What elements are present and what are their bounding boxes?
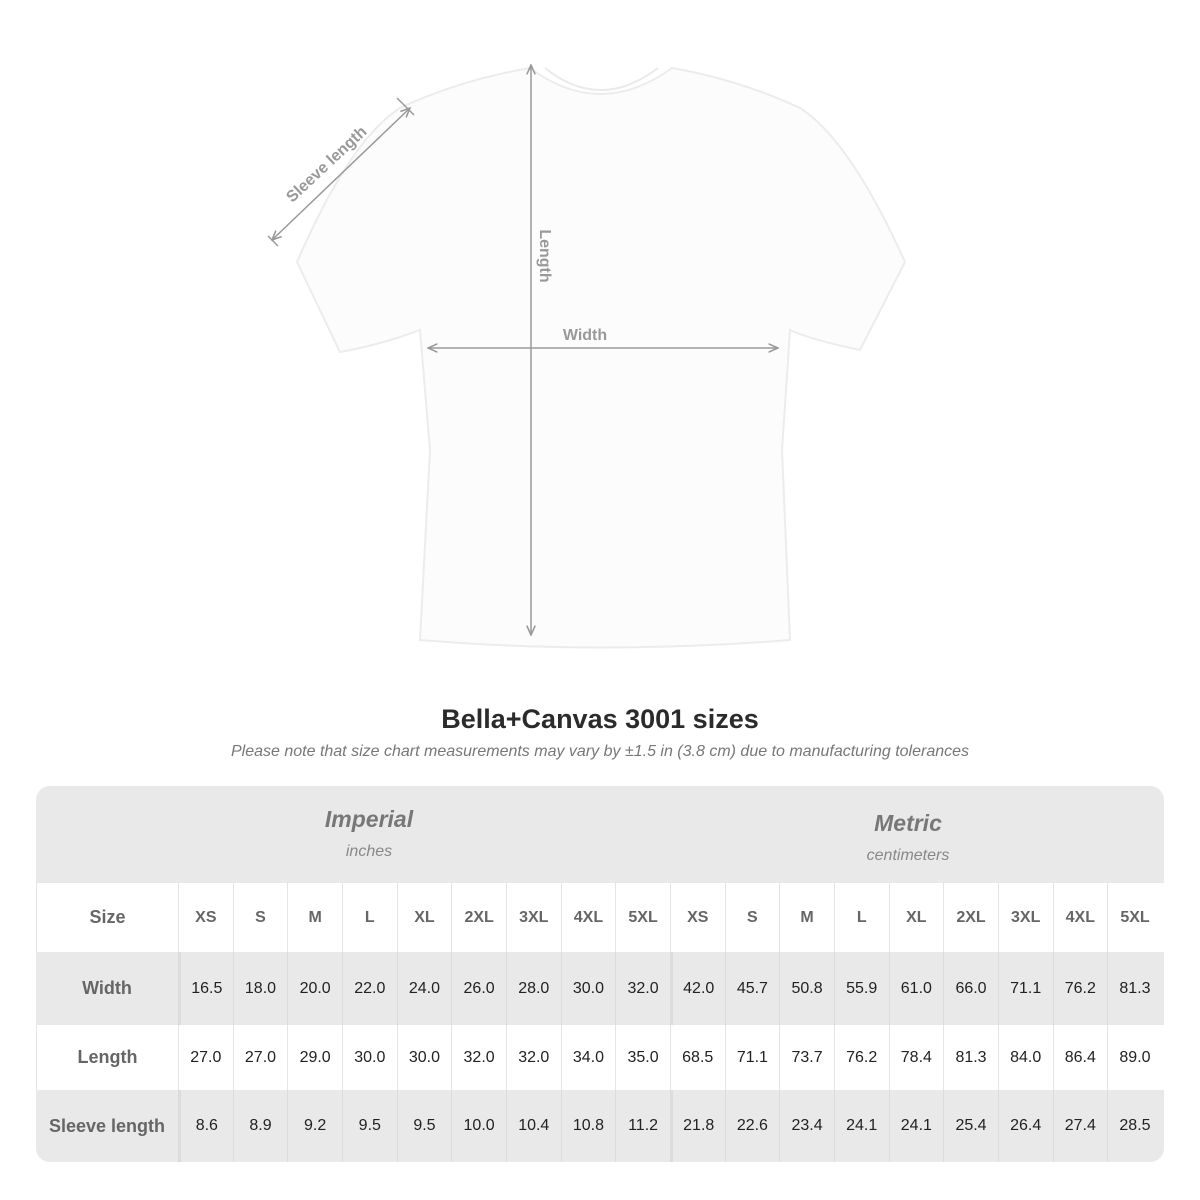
metric-value-cell: 73.7	[779, 1025, 834, 1090]
metric-size-header: XL	[888, 883, 944, 952]
page-title: Bella+Canvas 3001 sizes	[441, 704, 759, 734]
metric-size-header: 4XL	[1052, 883, 1108, 952]
table-row: Sleeve length 8.6 8.9 9.2 9.5 9.5 10.0 10.4 10.8…	[36, 1090, 1164, 1162]
metric-value-cell: 61.0	[888, 952, 944, 1025]
imperial-value-cell: 32.0	[451, 1025, 506, 1090]
imperial-value-cell: 32.0	[615, 952, 670, 1025]
width-label: Width	[563, 327, 607, 344]
metric-value-cell: 25.4	[943, 1090, 998, 1162]
imperial-size-header: L	[341, 883, 397, 952]
imperial-value-cell: 9.2	[287, 1090, 342, 1162]
imperial-size-header: 4XL	[560, 883, 616, 952]
metric-value-cell: 26.4	[997, 1090, 1053, 1162]
metric-value-cell: 27.4	[1052, 1090, 1108, 1162]
imperial-size-header: XS	[178, 883, 233, 952]
metric-value-cell: 86.4	[1052, 1025, 1108, 1090]
tshirt-diagram: Sleeve length Length Width	[267, 0, 907, 649]
metric-value-cell: 81.3	[1107, 952, 1162, 1025]
imperial-value-cell: 27.0	[232, 1025, 288, 1090]
imperial-value-cell: 34.0	[560, 1025, 616, 1090]
imperial-value-cell: 26.0	[451, 952, 506, 1025]
imperial-unit: inches	[345, 843, 393, 860]
metric-value-cell: 76.2	[833, 1025, 889, 1090]
metric-value-cell: 89.0	[1107, 1025, 1162, 1090]
metric-value-cell: 22.6	[724, 1090, 780, 1162]
imperial-size-header: 3XL	[505, 883, 561, 952]
imperial-value-cell: 9.5	[341, 1090, 397, 1162]
imperial-value-cell: 30.0	[396, 1025, 452, 1090]
imperial-value-cell: 32.0	[505, 1025, 561, 1090]
row-label: Size	[36, 883, 178, 952]
metric-value-cell: 71.1	[724, 1025, 780, 1090]
imperial-size-header: S	[232, 883, 288, 952]
metric-value-cell: 45.7	[724, 952, 780, 1025]
metric-size-header: 5XL	[1107, 883, 1162, 952]
metric-size-header: S	[724, 883, 780, 952]
table-header: Imperial inches Metric centimeters	[36, 786, 1164, 883]
imperial-size-header: M	[287, 883, 342, 952]
table-row: Length 27.0 27.0 29.0 30.0 30.0 32.0 32.0 34.0 35…	[36, 1025, 1164, 1090]
imperial-value-cell: 18.0	[232, 952, 288, 1025]
metric-value-cell: 50.8	[779, 952, 834, 1025]
size-header-row: Size XS S M L XL 2XL 3XL 4XL 5XL XS S M L XL 2XL 3XL 4XL 5…	[36, 883, 1164, 952]
metric-value-cell: 42.0	[669, 952, 725, 1025]
row-label: Sleeve length	[48, 1115, 166, 1136]
imperial-size-header: 5XL	[615, 883, 670, 952]
metric-value-cell: 68.5	[669, 1025, 725, 1090]
metric-value-cell: 21.8	[669, 1090, 725, 1162]
imperial-value-cell: 27.0	[178, 1025, 233, 1090]
imperial-value-cell: 30.0	[341, 1025, 397, 1090]
imperial-value-cell: 9.5	[396, 1090, 452, 1162]
imperial-value-cell: 20.0	[287, 952, 342, 1025]
metric-value-cell: 76.2	[1052, 952, 1108, 1025]
imperial-value-cell: 28.0	[505, 952, 561, 1025]
imperial-value-cell: 8.9	[232, 1090, 288, 1162]
imperial-size-header: 2XL	[451, 883, 506, 952]
sleeve-measure-line	[272, 108, 410, 240]
row-label: Length	[36, 1025, 178, 1090]
metric-value-cell: 81.3	[943, 1025, 998, 1090]
metric-value-cell: 78.4	[888, 1025, 944, 1090]
row-label: Width	[82, 978, 132, 998]
imperial-value-cell: 8.6	[178, 1090, 233, 1162]
metric-value-cell: 23.4	[779, 1090, 834, 1162]
metric-size-header: XS	[669, 883, 725, 952]
metric-size-header: 2XL	[943, 883, 998, 952]
metric-value-cell: 55.9	[833, 952, 889, 1025]
imperial-title: Imperial	[324, 806, 414, 832]
imperial-value-cell: 35.0	[615, 1025, 670, 1090]
imperial-value-cell: 29.0	[287, 1025, 342, 1090]
tolerance-note: Please note that size chart measurements…	[230, 743, 970, 760]
metric-value-cell: 24.1	[888, 1090, 944, 1162]
metric-value-cell: 24.1	[833, 1090, 889, 1162]
imperial-value-cell: 30.0	[560, 952, 616, 1025]
metric-size-header: M	[779, 883, 834, 952]
imperial-value-cell: 24.0	[396, 952, 452, 1025]
metric-value-cell: 71.1	[997, 952, 1053, 1025]
table-row: Width 16.5 18.0 20.0 22.0 24.0 26.0 28.0 30.0 32.…	[36, 952, 1164, 1025]
imperial-header: Imperial inches	[169, 806, 569, 861]
metric-value-cell: 28.5	[1107, 1090, 1162, 1162]
metric-size-header: L	[833, 883, 889, 952]
size-table: Imperial inches Metric centimeters Size X…	[36, 786, 1164, 1162]
imperial-value-cell: 10.8	[560, 1090, 616, 1162]
metric-header: Metric centimeters	[708, 810, 1108, 865]
imperial-value-cell: 16.5	[178, 952, 233, 1025]
imperial-size-header: XL	[396, 883, 452, 952]
length-label: Length	[536, 229, 553, 282]
metric-size-header: 3XL	[997, 883, 1053, 952]
metric-unit: centimeters	[866, 847, 950, 864]
tshirt-shape	[295, 66, 907, 649]
imperial-value-cell: 11.2	[615, 1090, 670, 1162]
imperial-value-cell: 10.0	[451, 1090, 506, 1162]
imperial-value-cell: 22.0	[341, 952, 397, 1025]
metric-value-cell: 66.0	[943, 952, 998, 1025]
metric-value-cell: 84.0	[997, 1025, 1053, 1090]
imperial-value-cell: 10.4	[505, 1090, 561, 1162]
metric-title: Metric	[874, 810, 942, 836]
